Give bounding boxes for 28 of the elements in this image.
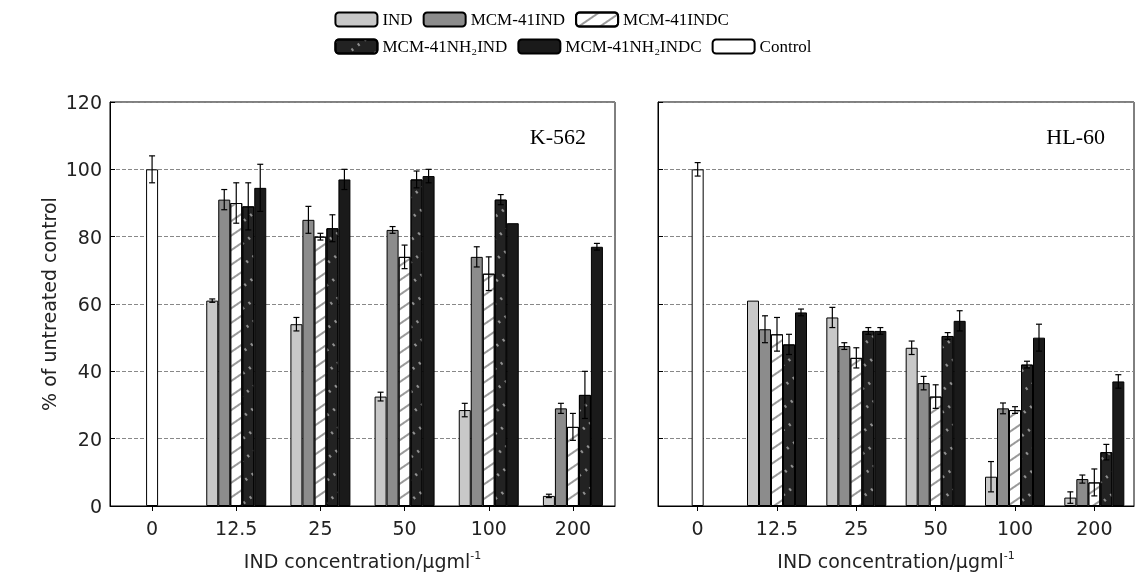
y-tick-label: 40 (77, 360, 102, 383)
x-tick-label: 0 (146, 516, 159, 539)
x-tick-label: 25 (308, 516, 333, 539)
x-tick-label: 50 (923, 516, 948, 539)
legend-label: IND (382, 10, 413, 29)
legend-label: MCM-41NH₂IND (382, 37, 508, 56)
legend-label: MCM-41INDC (623, 10, 729, 29)
text: HL-60 (1046, 123, 1105, 149)
x-tick-label: 12.5 (215, 516, 258, 539)
x-tick-label: 100 (470, 516, 507, 539)
y-tick-label: 60 (77, 293, 102, 315)
legend-label: MCM-41IND (470, 10, 566, 29)
x-tick-label: 12.5 (755, 516, 799, 539)
x-tick-label: 200 (554, 516, 592, 539)
legend-label: Control (759, 37, 812, 56)
y-tick-label: 20 (77, 427, 102, 450)
x-tick-label: 25 (844, 516, 869, 539)
x-tick-label: 200 (1076, 516, 1113, 539)
y-tick-label: 0 (89, 495, 102, 517)
y-tick-label: 80 (77, 225, 102, 248)
y-tick-label: 100 (65, 158, 102, 181)
x-tick-label: 0 (691, 516, 704, 539)
x-tick-label: 100 (996, 516, 1034, 539)
y-tick-label: 120 (65, 91, 102, 113)
y-axis-title: % of untreated control (37, 197, 60, 411)
legend-label: MCM-41NH₂INDC (565, 37, 702, 56)
x-tick-label: 50 (392, 516, 417, 539)
text: K-562 (529, 123, 586, 149)
